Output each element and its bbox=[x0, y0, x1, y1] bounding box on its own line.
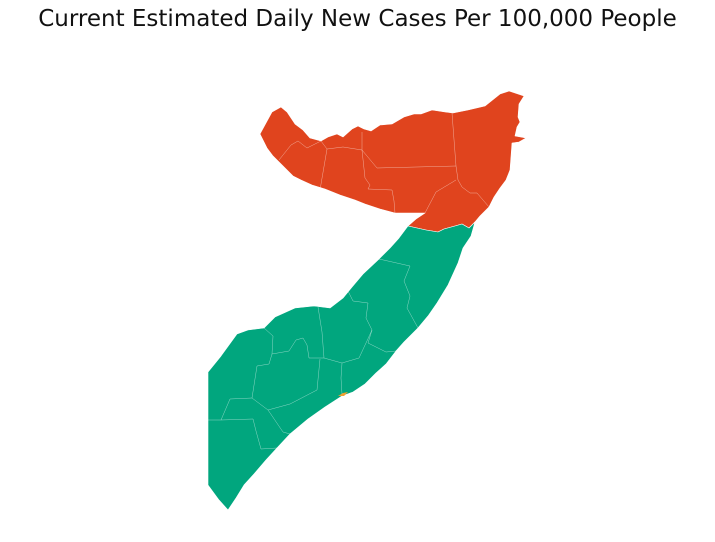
region-small[interactable] bbox=[338, 392, 348, 396]
region-north[interactable] bbox=[259, 90, 527, 233]
region-south[interactable] bbox=[207, 221, 476, 511]
district-borders bbox=[208, 112, 490, 450]
map-title: Current Estimated Daily New Cases Per 10… bbox=[38, 6, 677, 32]
